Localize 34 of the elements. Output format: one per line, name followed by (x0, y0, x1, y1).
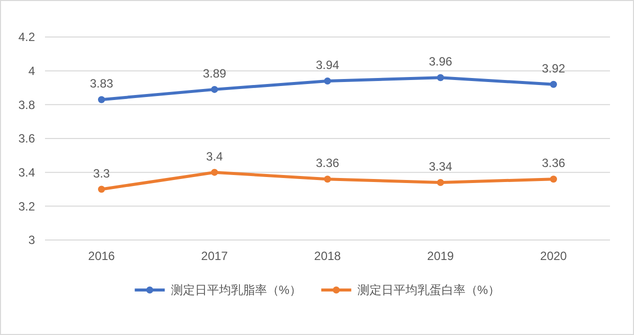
data-label: 3.4 (206, 149, 224, 164)
point (211, 168, 218, 176)
data-label: 3.36 (542, 156, 566, 170)
x-tick-label: 2016 (88, 249, 116, 263)
point (550, 80, 557, 88)
x-tick-label: 2017 (201, 249, 228, 263)
point (211, 86, 218, 93)
point (98, 96, 105, 104)
point (437, 74, 444, 82)
y-tick-label: 3.4 (18, 166, 36, 180)
y-tick-label: 4.2 (18, 30, 36, 44)
x-tick-label: 2019 (427, 249, 454, 263)
data-label: 3.96 (428, 54, 452, 69)
y-tick-label: 3.2 (18, 199, 36, 214)
point (324, 176, 331, 183)
y-tick-label: 3.6 (18, 132, 36, 146)
data-label: 3.36 (316, 156, 340, 170)
data-label: 3.94 (316, 58, 340, 72)
data-label: 3.89 (202, 66, 226, 80)
data-label: 3.92 (542, 61, 566, 76)
data-label: 3.83 (90, 76, 114, 91)
point (437, 178, 444, 186)
data-label: 3.34 (428, 159, 452, 174)
y-tick-label: 3.8 (18, 98, 36, 112)
legend-label: 测定日平均乳蛋白率（%） (357, 283, 500, 298)
legend-label: 测定日平均乳脂率（%） (170, 283, 302, 298)
point (550, 176, 557, 183)
y-tick-label: 3 (28, 233, 36, 248)
x-tick-label: 2020 (540, 249, 568, 263)
data-label: 3.3 (93, 166, 110, 180)
y-tick-label: 4 (28, 64, 36, 78)
point (98, 186, 105, 193)
point (324, 77, 331, 84)
x-tick-label: 2018 (314, 249, 342, 263)
